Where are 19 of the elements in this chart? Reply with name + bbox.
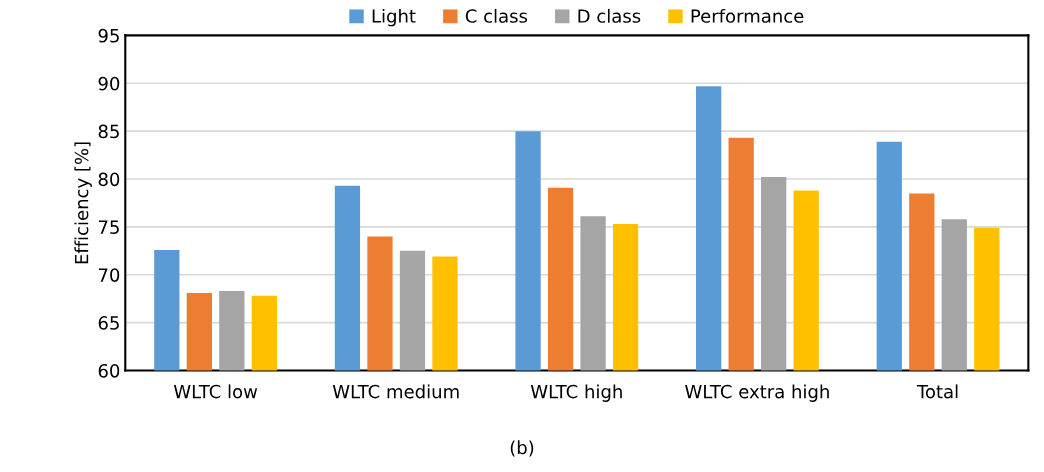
x-tick-label: WLTC low <box>173 384 258 399</box>
x-tick-label: WLTC medium <box>332 384 459 399</box>
y-tick-label: 75 <box>98 220 119 235</box>
y-tick-label: 95 <box>98 28 119 43</box>
legend-label: D class <box>578 8 641 23</box>
legend-label: Light <box>372 8 416 27</box>
y-tick-label: 85 <box>98 124 119 139</box>
y-tick-label: 90 <box>98 76 120 91</box>
text: (b) <box>510 440 534 457</box>
x-tick-label: WLTC high <box>530 384 622 402</box>
y-tick-label: 60 <box>98 363 120 378</box>
y-tick-label: 80 <box>98 172 120 187</box>
legend-label: C class <box>465 8 528 23</box>
y-axis-title: Efficiency [%] <box>74 142 92 264</box>
y-tick-label: 65 <box>98 316 119 330</box>
x-tick-label: Total <box>916 384 958 399</box>
legend-label: Performance <box>691 8 804 23</box>
y-tick-label: 70 <box>98 268 120 282</box>
x-tick-label: WLTC extra high <box>685 384 829 402</box>
